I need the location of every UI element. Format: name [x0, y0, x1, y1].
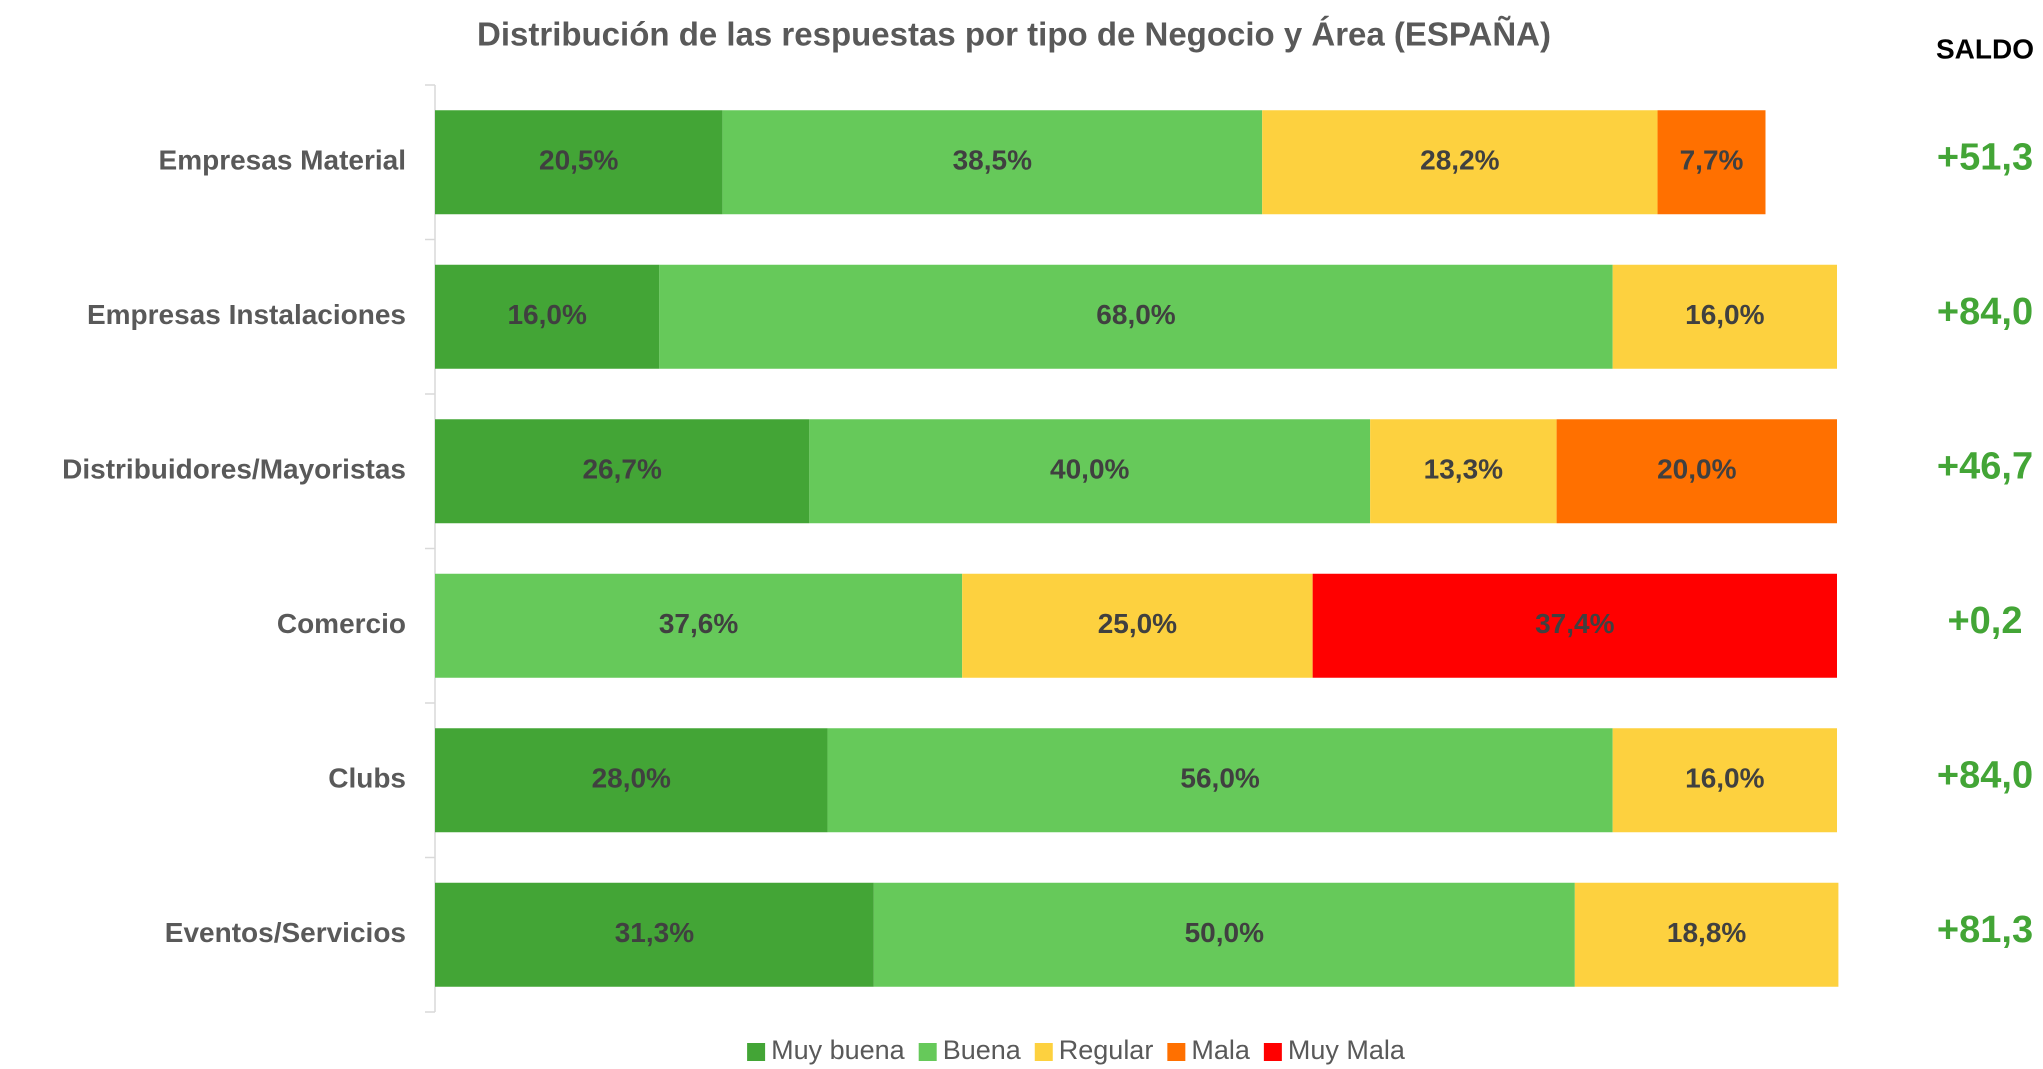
saldo-value: +84,0 [1937, 754, 2033, 796]
bar-value-label: 26,7% [582, 454, 661, 485]
category-label: Clubs [328, 763, 406, 794]
bar-value-label: 37,4% [1535, 608, 1614, 639]
legend-label: Muy buena [771, 1035, 906, 1065]
legend-swatch [1167, 1043, 1186, 1061]
bar-value-label: 13,3% [1424, 454, 1503, 485]
bar-value-label: 31,3% [615, 917, 694, 948]
bar-segment [435, 573, 963, 678]
bar-segment [435, 419, 810, 524]
category-label: Empresas Instalaciones [87, 299, 406, 330]
bar-value-label: 20,5% [539, 145, 618, 176]
category-label: Comercio [277, 608, 406, 639]
legend-swatch [1034, 1043, 1053, 1061]
bar-segment [827, 728, 1613, 833]
bar-value-label: 56,0% [1180, 763, 1259, 794]
bar-value-label: 16,0% [1685, 763, 1764, 794]
category-label: Empresas Material [159, 145, 406, 176]
bar-segment [1574, 882, 1839, 987]
bar-value-label: 20,0% [1657, 454, 1736, 485]
saldo-header: SALDO [1936, 33, 2034, 64]
bar-value-label: 37,6% [659, 608, 738, 639]
bar-segment [1612, 728, 1837, 833]
bar-segment [435, 728, 828, 833]
legend-swatch [918, 1043, 937, 1061]
bar-value-label: 50,0% [1185, 917, 1264, 948]
saldo-value: +46,7 [1937, 445, 2033, 487]
bar-segment [1556, 419, 1837, 524]
bar-segment [809, 419, 1371, 524]
bar-segment [435, 110, 723, 215]
legend-label: Mala [1191, 1035, 1251, 1065]
legend-label: Regular [1059, 1035, 1154, 1065]
bar-value-label: 38,5% [953, 145, 1032, 176]
bar-value-label: 40,0% [1050, 454, 1129, 485]
bar-value-label: 25,0% [1098, 608, 1177, 639]
bar-segment [659, 264, 1613, 369]
legend-label: Muy Mala [1288, 1035, 1406, 1065]
saldo-value: +84,0 [1937, 291, 2033, 333]
bar-segment [1657, 110, 1766, 215]
bar-segment [873, 882, 1575, 987]
bar-segment [1312, 573, 1837, 678]
legend-label: Buena [943, 1035, 1022, 1065]
bar-value-label: 28,0% [592, 763, 671, 794]
bar-segment [722, 110, 1263, 215]
bar-segment [1262, 110, 1658, 215]
bar-value-label: 28,2% [1420, 145, 1499, 176]
bar-value-label: 16,0% [1685, 299, 1764, 330]
bar-segment [435, 882, 874, 987]
bar-value-label: 16,0% [507, 299, 586, 330]
saldo-value: +51,3 [1937, 136, 2033, 178]
bar-segment [1612, 264, 1837, 369]
category-label: Distribuidores/Mayoristas [62, 454, 406, 485]
legend-swatch [747, 1043, 766, 1061]
bar-value-label: 18,8% [1667, 917, 1746, 948]
bar-value-label: 68,0% [1096, 299, 1175, 330]
bar-segment [1370, 419, 1557, 524]
bar-segment [435, 264, 660, 369]
saldo-value: +0,2 [1947, 600, 2022, 642]
category-label: Eventos/Servicios [165, 917, 406, 948]
chart-title: Distribución de las respuestas por tipo … [477, 16, 1551, 53]
saldo-value: +81,3 [1937, 909, 2033, 951]
legend-swatch [1263, 1043, 1282, 1061]
bar-segment [962, 573, 1313, 678]
bar-value-label: 7,7% [1680, 145, 1744, 176]
